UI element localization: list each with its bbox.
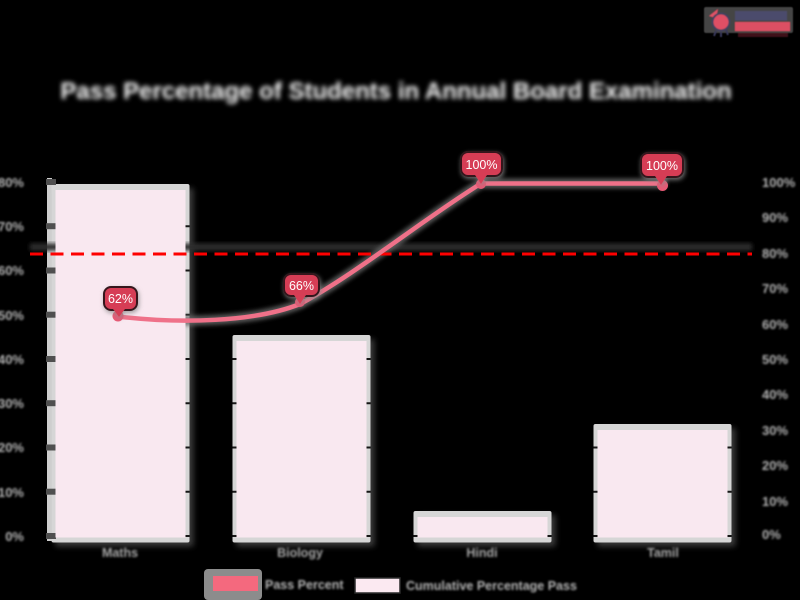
svg-text:80%: 80% <box>0 175 24 190</box>
svg-text:70%: 70% <box>762 281 788 296</box>
svg-text:20%: 20% <box>762 458 788 473</box>
svg-text:80%: 80% <box>762 246 788 261</box>
svg-text:20%: 20% <box>0 440 24 455</box>
svg-text:100%: 100% <box>466 158 498 172</box>
svg-text:10%: 10% <box>0 485 24 500</box>
svg-text:40%: 40% <box>0 352 24 367</box>
svg-text:40%: 40% <box>762 387 788 402</box>
svg-text:Biology: Biology <box>277 546 323 560</box>
svg-text:60%: 60% <box>0 263 24 278</box>
svg-text:50%: 50% <box>762 352 788 367</box>
svg-text:10%: 10% <box>762 494 788 509</box>
svg-text:90%: 90% <box>762 210 788 225</box>
svg-text:60%: 60% <box>762 317 788 332</box>
svg-text:50%: 50% <box>0 308 24 323</box>
svg-text:100%: 100% <box>646 159 678 173</box>
svg-text:30%: 30% <box>0 396 24 411</box>
svg-text:30%: 30% <box>762 423 788 438</box>
svg-text:Maths: Maths <box>102 546 138 560</box>
svg-text:Tamil: Tamil <box>647 546 679 560</box>
svg-text:0%: 0% <box>762 527 781 542</box>
svg-text:62%: 62% <box>108 292 133 306</box>
svg-text:100%: 100% <box>762 175 796 190</box>
svg-text:70%: 70% <box>0 219 24 234</box>
svg-text:Hindi: Hindi <box>466 546 497 560</box>
svg-text:Cumulative Percentage Pass: Cumulative Percentage Pass <box>406 579 577 593</box>
svg-text:66%: 66% <box>289 279 314 293</box>
svg-text:Pass Percent: Pass Percent <box>265 578 344 592</box>
svg-text:0%: 0% <box>5 529 24 544</box>
